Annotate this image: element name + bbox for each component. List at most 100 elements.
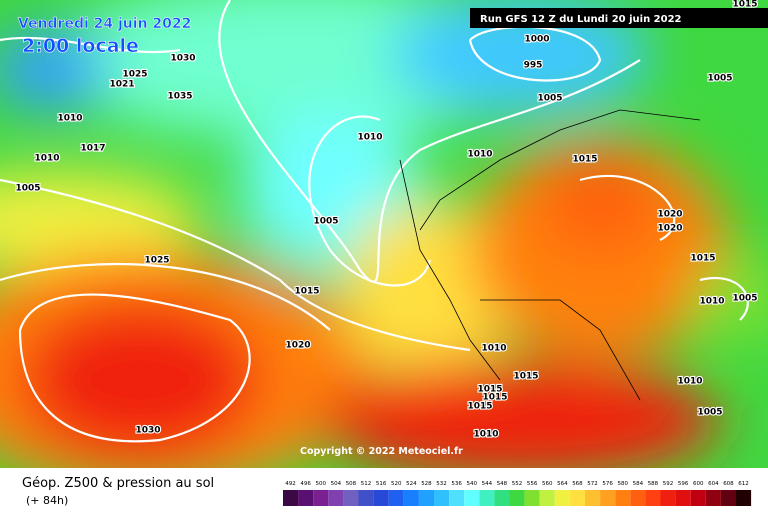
- footer-lead: (+ 84h): [26, 494, 68, 507]
- isobar-label: 1030: [170, 54, 195, 64]
- colorbar-label: 604: [708, 481, 719, 487]
- colorbar-swatch: [358, 490, 374, 506]
- colorbar-label: 516: [376, 481, 387, 487]
- colorbar-label: 556: [527, 481, 538, 487]
- isobar-label: 1010: [34, 154, 59, 164]
- isobar-label: 1010: [481, 344, 506, 354]
- colorbar-swatch: [328, 490, 344, 506]
- isobar-label: 1015: [513, 372, 538, 382]
- colorbar-swatch: [615, 490, 631, 506]
- colorbar-swatch: [539, 490, 555, 506]
- colorbar-swatch: [434, 490, 450, 506]
- isobar-label: 1005: [707, 74, 732, 84]
- isobar-label: 1005: [15, 184, 40, 194]
- colorbar-label: 600: [693, 481, 704, 487]
- colorbar-label: 592: [663, 481, 674, 487]
- colorbar-label: 612: [738, 481, 749, 487]
- colorbar-swatch: [388, 490, 404, 506]
- colorbar-label: 548: [497, 481, 508, 487]
- colorbar-label: 520: [391, 481, 402, 487]
- isobar-label: 1005: [313, 217, 338, 227]
- isobar-label: 1025: [144, 256, 169, 266]
- isobar-label: 1015: [467, 402, 492, 412]
- isobar-label: 1035: [167, 92, 192, 102]
- colorbar-swatch: [283, 490, 299, 506]
- colorbar-label: 572: [587, 481, 598, 487]
- isobar-label: 1015: [294, 287, 319, 297]
- colorbar-swatch: [403, 490, 419, 506]
- footer-title: Géop. Z500 & pression au sol: [22, 476, 214, 491]
- isobar-label: 1021: [109, 80, 134, 90]
- colorbar-label: 564: [557, 481, 568, 487]
- colorbar-label: 496: [300, 481, 311, 487]
- isobar-label: 1020: [657, 224, 682, 234]
- isobar-label: 1010: [699, 297, 724, 307]
- colorbar-label: 552: [512, 481, 523, 487]
- colorbar-label: 596: [678, 481, 689, 487]
- isobar-label: 1005: [732, 294, 757, 304]
- colorbar-swatch: [600, 490, 616, 506]
- colorbar-swatch: [736, 490, 752, 506]
- colorbar-swatch: [313, 490, 329, 506]
- colorbar-label: 532: [436, 481, 447, 487]
- colorbar-swatch: [645, 490, 661, 506]
- colorbar-swatch: [418, 490, 434, 506]
- colorbar-label: 608: [723, 481, 734, 487]
- colorbar-label: 544: [482, 481, 493, 487]
- isobar-label: 1000: [524, 35, 549, 45]
- colorbar-swatch: [690, 490, 706, 506]
- isobar-label: 1025: [122, 70, 147, 80]
- colorbar-swatch: [630, 490, 646, 506]
- colorbar-label: 540: [467, 481, 478, 487]
- isobar-label: 1010: [677, 377, 702, 387]
- colorbar-swatch: [449, 490, 465, 506]
- colorbar-label: 504: [331, 481, 342, 487]
- colorbar-swatch: [720, 490, 736, 506]
- colorbar-label: 512: [361, 481, 372, 487]
- time: 2:00 locale: [22, 35, 139, 57]
- isobar-label: 1010: [357, 133, 382, 143]
- isobar-labels: 1030102510211035101010171010100510101000…: [14, 0, 758, 441]
- isobar-label: 1020: [285, 341, 310, 351]
- isobar-label: 1030: [135, 426, 160, 436]
- isobar-label: 1020: [657, 210, 682, 220]
- colorbar-label: 528: [421, 481, 432, 487]
- colorbar-label: 492: [285, 481, 296, 487]
- colorbar-label: 524: [406, 481, 417, 487]
- isobar-label: 1015: [690, 254, 715, 264]
- colorbar-swatch: [298, 490, 314, 506]
- colorbar-label: 568: [572, 481, 583, 487]
- colorbar-label: 500: [316, 481, 327, 487]
- run: Run GFS 12 Z du Lundi 20 juin 2022: [480, 14, 682, 25]
- colorbar-label: 576: [602, 481, 613, 487]
- colorbar-label: 536: [451, 481, 462, 487]
- isobar-label: 995: [524, 61, 543, 71]
- isobar-label: 1015: [477, 385, 502, 395]
- isobar-label: 1005: [697, 408, 722, 418]
- colorbar-swatch: [343, 490, 359, 506]
- colorbar-swatch: [479, 490, 495, 506]
- colorbar-swatch: [554, 490, 570, 506]
- isobar-label: 1015: [482, 393, 507, 403]
- field: [0, 0, 768, 468]
- colorbar-label: 508: [346, 481, 357, 487]
- isobar-label: 1010: [57, 114, 82, 124]
- colorbar-swatch: [569, 490, 585, 506]
- colorbar-swatch: [524, 490, 540, 506]
- date: Vendredi 24 juin 2022: [18, 16, 191, 32]
- isobar-label: 1005: [537, 94, 562, 104]
- colorbar-swatch: [585, 490, 601, 506]
- colorbar-swatch: [509, 490, 525, 506]
- colorbar-swatch: [494, 490, 510, 506]
- isobar-label: 1015: [732, 0, 757, 10]
- colorbar: 492 496 500 504 508 512 516 520 524 528 532 536 540 5…: [283, 481, 752, 506]
- isobar-label: 1010: [467, 150, 492, 160]
- colorbar-swatch: [675, 490, 691, 506]
- isobar-label: 1015: [572, 155, 597, 165]
- colorbar-swatch: [660, 490, 676, 506]
- isobar-label: 1017: [80, 144, 105, 154]
- colorbar-label: 584: [633, 481, 644, 487]
- copyright: Copyright © 2022 Meteociel.fr: [300, 446, 463, 457]
